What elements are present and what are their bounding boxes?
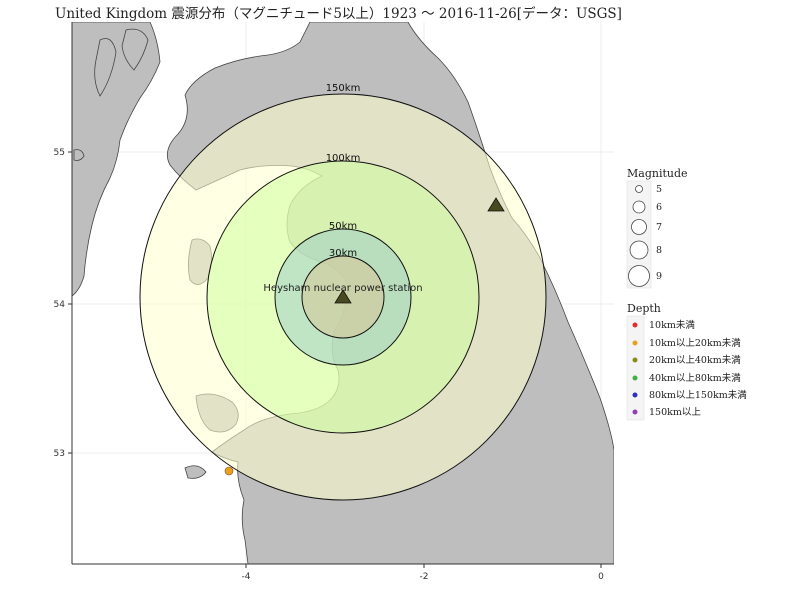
x-tick-label: -2 — [420, 572, 429, 582]
ring-label-150km: 150km — [326, 83, 361, 94]
ring-label-30km: 30km — [329, 248, 357, 259]
x-tick-label: -4 — [242, 572, 251, 582]
depth-label: 10km以上20km未満 — [649, 337, 741, 349]
x-tick-marks — [246, 564, 601, 568]
depth-label: 150km以上 — [649, 407, 701, 418]
magnitude-9-icon — [629, 266, 650, 287]
y-tick-label: 55 — [54, 148, 65, 158]
magnitude-7-icon — [632, 220, 647, 235]
magnitude-label: 8 — [656, 245, 662, 256]
magnitude-label: 6 — [656, 202, 662, 213]
x-tick-label: 0 — [598, 572, 604, 582]
magnitude-label: 9 — [656, 271, 662, 282]
depth-color-icon — [633, 376, 638, 381]
y-tick-label: 54 — [54, 300, 66, 310]
depth-legend: Depth 10km未満 10km以上20km未満 20km以上40km未満 4… — [627, 302, 747, 420]
magnitude-8-icon — [630, 241, 648, 259]
depth-label: 10km未満 — [649, 319, 695, 331]
depth-label: 80km以上150km未満 — [649, 389, 747, 401]
y-tick-label: 53 — [54, 449, 65, 459]
magnitude-label: 5 — [656, 184, 662, 195]
magnitude-label: 7 — [656, 222, 662, 233]
magnitude-legend-title: Magnitude — [627, 167, 688, 180]
magnitude-legend: Magnitude 5 6 7 8 9 — [627, 167, 688, 288]
ring-label-100km: 100km — [326, 153, 361, 164]
epicenter-circle-icon — [225, 467, 233, 475]
depth-label: 20km以上40km未満 — [649, 354, 741, 366]
depth-color-icon — [633, 323, 638, 328]
magnitude-5-icon — [636, 186, 643, 193]
ring-label-50km: 50km — [329, 221, 357, 232]
depth-label: 40km以上80km未満 — [649, 372, 741, 384]
depth-color-icon — [633, 358, 638, 363]
depth-color-icon — [633, 410, 638, 415]
site-label: Heysham nuclear power station — [263, 283, 422, 294]
depth-legend-title: Depth — [627, 302, 661, 315]
depth-color-icon — [633, 393, 638, 398]
depth-color-icon — [633, 341, 638, 346]
depth-legend-keys — [627, 316, 644, 420]
y-tick-marks — [68, 152, 72, 453]
magnitude-6-icon — [633, 201, 645, 213]
